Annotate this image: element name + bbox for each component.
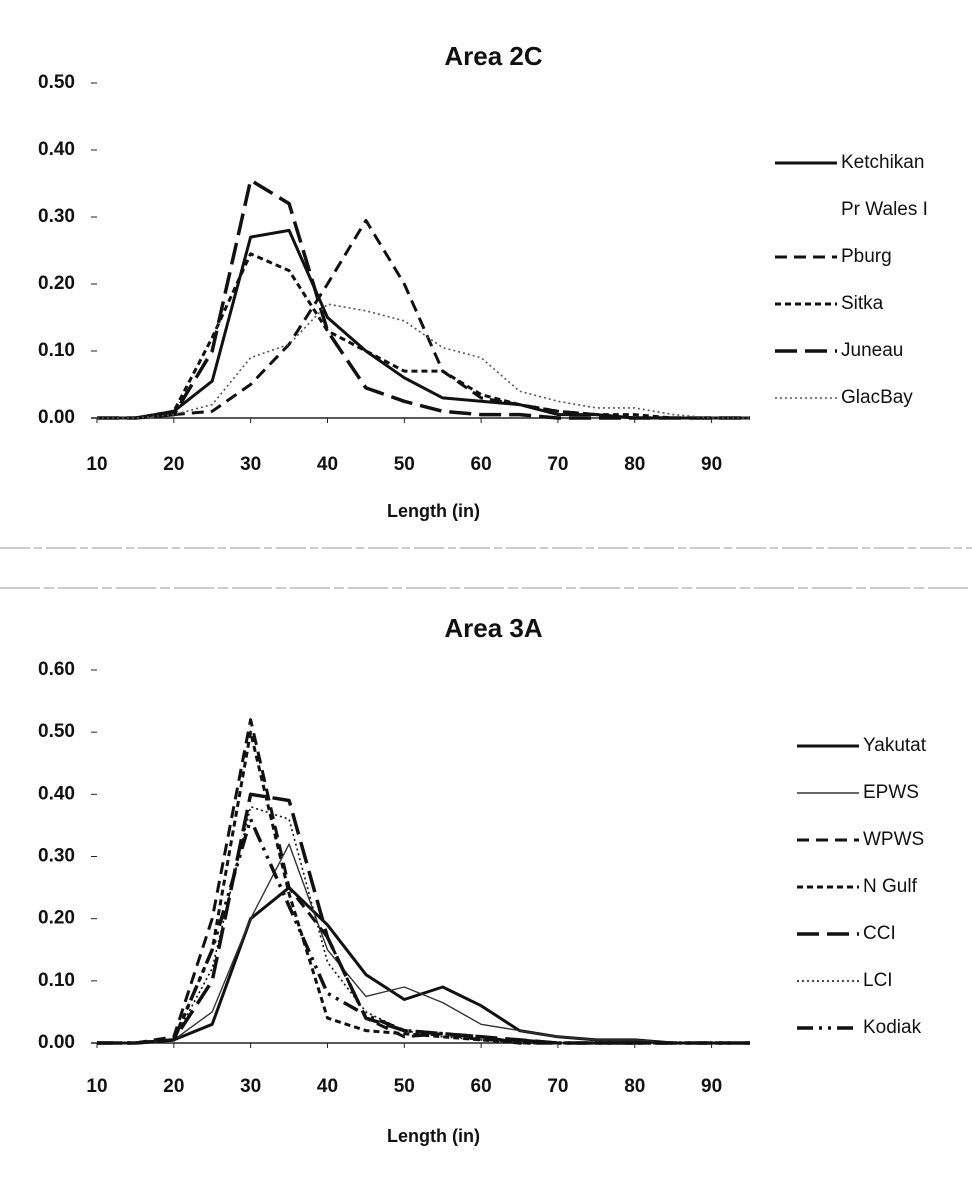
legend-label: GlacBay bbox=[841, 387, 913, 408]
series-line bbox=[97, 806, 750, 1044]
chart-title: Area 3A bbox=[444, 613, 542, 643]
legend-label: WPWS bbox=[863, 829, 924, 850]
x-tick-label: 10 bbox=[86, 454, 107, 475]
x-tick-label: 40 bbox=[317, 454, 338, 475]
y-tick-label: 0.50 bbox=[38, 721, 75, 742]
y-tick-label: 0.50 bbox=[38, 72, 75, 93]
x-axis-label: Length (in) bbox=[387, 501, 480, 521]
chart-title: Area 2C bbox=[444, 41, 542, 71]
x-tick-label: 90 bbox=[701, 1076, 722, 1097]
y-tick-label: 0.40 bbox=[38, 783, 75, 804]
x-tick-label: 30 bbox=[240, 454, 261, 475]
series-line bbox=[97, 817, 750, 1045]
x-tick-label: 60 bbox=[471, 454, 492, 475]
x-tick-label: 40 bbox=[317, 1076, 338, 1097]
y-tick-label: 0.20 bbox=[38, 273, 75, 294]
x-axis-label: Length (in) bbox=[387, 1126, 480, 1146]
series-line bbox=[97, 843, 750, 1044]
x-tick-label: 80 bbox=[624, 1076, 645, 1097]
legend-label: EPWS bbox=[863, 782, 919, 803]
series-line bbox=[97, 252, 750, 420]
y-tick-label: 0.10 bbox=[38, 970, 75, 991]
legend-label: Sitka bbox=[841, 293, 884, 314]
x-tick-label: 60 bbox=[471, 1076, 492, 1097]
legend-label: N Gulf bbox=[863, 876, 918, 897]
y-tick-label: 0.10 bbox=[38, 340, 75, 361]
legend-label: LCI bbox=[863, 970, 893, 991]
y-tick-label: 0.00 bbox=[38, 407, 75, 428]
y-tick-label: 0.30 bbox=[38, 846, 75, 867]
legend-label: Juneau bbox=[841, 340, 903, 361]
y-tick-label: 0.60 bbox=[38, 659, 75, 680]
y-tick-label: 0.40 bbox=[38, 139, 75, 160]
legend-label: Kodiak bbox=[863, 1017, 922, 1038]
x-tick-label: 20 bbox=[163, 1076, 184, 1097]
legend-label: Pburg bbox=[841, 246, 892, 267]
x-tick-label: 20 bbox=[163, 454, 184, 475]
x-tick-label: 30 bbox=[240, 1076, 261, 1097]
y-tick-label: 0.20 bbox=[38, 908, 75, 929]
x-tick-label: 50 bbox=[394, 454, 415, 475]
x-tick-label: 70 bbox=[547, 454, 568, 475]
legend-label: Pr Wales I bbox=[841, 199, 928, 220]
series-line bbox=[97, 886, 750, 1045]
series-line bbox=[97, 303, 750, 419]
x-tick-label: 50 bbox=[394, 1076, 415, 1097]
x-tick-label: 80 bbox=[624, 454, 645, 475]
series-line bbox=[97, 792, 750, 1045]
series-line bbox=[97, 178, 750, 420]
x-tick-label: 10 bbox=[86, 1076, 107, 1097]
y-tick-label: 0.00 bbox=[38, 1032, 75, 1053]
legend-label: Yakutat bbox=[863, 735, 927, 756]
legend-label: CCI bbox=[863, 923, 896, 944]
x-tick-label: 90 bbox=[701, 454, 722, 475]
x-tick-label: 70 bbox=[547, 1076, 568, 1097]
y-tick-label: 0.30 bbox=[38, 206, 75, 227]
series-line bbox=[97, 730, 750, 1045]
legend-label: Ketchikan bbox=[841, 152, 924, 173]
